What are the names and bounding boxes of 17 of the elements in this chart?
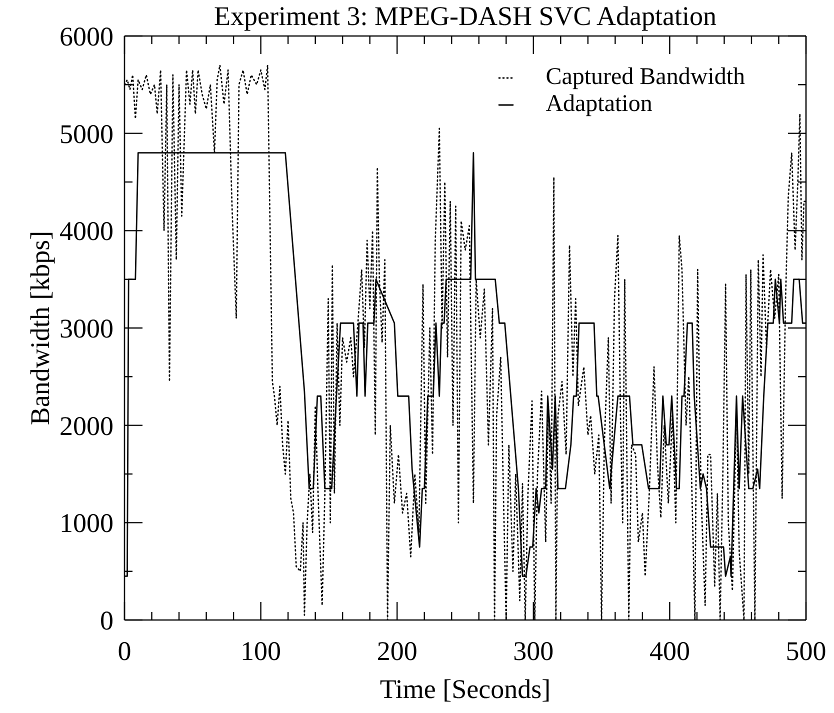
legend-label: Captured Bandwidth — [546, 64, 745, 91]
legend-label: Adaptation — [546, 91, 652, 118]
x-axis-title: Time [Seconds] — [378, 673, 552, 706]
x-tick-label: 500 — [786, 636, 826, 666]
y-tick-label: 3000 — [60, 313, 114, 344]
y-tick-label: 6000 — [60, 21, 114, 52]
x-tick-label: 200 — [376, 636, 418, 666]
y-tick-label: 2000 — [60, 410, 114, 441]
x-tick-label: 100 — [240, 636, 282, 666]
y-tick-label: 0 — [100, 605, 114, 636]
y-tick-label: 1000 — [60, 508, 114, 538]
x-tick-label: 400 — [649, 636, 690, 666]
y-tick-label: 4000 — [60, 216, 114, 246]
y-axis-title: Bandwidth [kbps] — [24, 230, 56, 426]
chart-title: Experiment 3: MPEG-DASH SVC Adaptation — [213, 0, 718, 32]
y-tick-label: 5000 — [60, 118, 114, 149]
x-tick-label: 300 — [513, 636, 554, 666]
